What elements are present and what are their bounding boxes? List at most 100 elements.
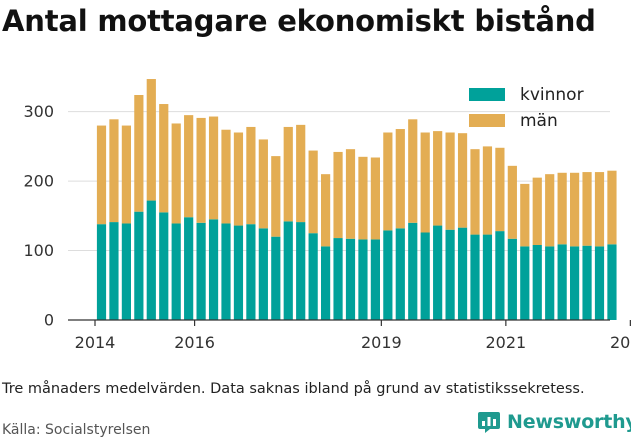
legend-swatch-kvinnor bbox=[469, 88, 505, 101]
bar-kvinnor bbox=[109, 222, 119, 320]
bar-kvinnor bbox=[457, 227, 468, 320]
chart-title: Antal mottagare ekonomiskt bistånd bbox=[2, 4, 596, 38]
bar-kvinnor bbox=[159, 212, 169, 320]
x-tick-label: 2019 bbox=[361, 333, 402, 352]
bar-kvinnor bbox=[607, 244, 617, 320]
bar-man bbox=[370, 157, 380, 240]
bar-kvinnor bbox=[594, 246, 605, 320]
bar-man bbox=[146, 79, 156, 201]
bar-man bbox=[495, 147, 505, 232]
bar-man bbox=[233, 132, 244, 226]
bar-kvinnor bbox=[283, 221, 293, 320]
bar-kvinnor bbox=[532, 245, 542, 320]
bar-kvinnor bbox=[520, 246, 530, 320]
bar-kvinnor bbox=[296, 222, 306, 320]
bar-kvinnor bbox=[582, 245, 592, 320]
bar-kvinnor bbox=[545, 246, 555, 320]
bar-kvinnor bbox=[134, 211, 144, 320]
bar-man bbox=[321, 174, 331, 247]
bar-kvinnor bbox=[321, 246, 331, 320]
bar-man bbox=[296, 124, 306, 223]
bar-kvinnor bbox=[121, 223, 131, 320]
bar-kvinnor bbox=[445, 229, 455, 320]
bar-man bbox=[96, 125, 107, 225]
bar-man bbox=[557, 172, 567, 245]
bar-man bbox=[221, 129, 231, 224]
bar-man bbox=[520, 183, 530, 247]
legend-label-man: män bbox=[520, 111, 558, 131]
legend-swatch-man bbox=[469, 114, 505, 127]
brand-logo: Newsworthy bbox=[477, 410, 631, 434]
bar-man bbox=[308, 150, 318, 234]
bar-kvinnor bbox=[333, 238, 343, 320]
bar-man bbox=[532, 177, 542, 245]
bar-kvinnor bbox=[146, 200, 156, 320]
bar-man bbox=[258, 139, 268, 229]
bar-kvinnor bbox=[208, 219, 219, 320]
bar-man bbox=[109, 119, 119, 223]
legend-label-kvinnor: kvinnor bbox=[520, 85, 584, 105]
bar-kvinnor bbox=[383, 230, 393, 320]
bar-man bbox=[271, 156, 281, 237]
x-tick-label: 2021 bbox=[485, 333, 526, 352]
bar-man bbox=[507, 165, 517, 239]
bar-kvinnor bbox=[570, 246, 580, 320]
bar-man bbox=[196, 117, 206, 223]
bar-kvinnor bbox=[370, 239, 380, 320]
bar-man bbox=[383, 132, 393, 231]
bar-kvinnor bbox=[308, 233, 318, 320]
footnote: Tre månaders medelvärden. Data saknas ib… bbox=[2, 381, 585, 397]
bar-man bbox=[246, 126, 256, 225]
bar-kvinnor bbox=[184, 217, 194, 320]
bar-kvinnor bbox=[557, 244, 567, 320]
x-tick-label: 2023 bbox=[610, 333, 631, 352]
bar-man bbox=[482, 146, 493, 235]
bar-man bbox=[607, 170, 617, 245]
bar-kvinnor bbox=[221, 223, 231, 320]
bars bbox=[96, 79, 617, 320]
bar-kvinnor bbox=[233, 225, 244, 320]
bar-man bbox=[208, 116, 219, 220]
bar-man bbox=[445, 132, 455, 230]
bar-man bbox=[470, 149, 480, 235]
legend: kvinnor män bbox=[469, 85, 584, 131]
bar-man bbox=[121, 125, 131, 224]
bar-man bbox=[184, 115, 194, 218]
bar-kvinnor bbox=[495, 231, 505, 320]
bar-kvinnor bbox=[433, 225, 443, 320]
bar-kvinnor bbox=[258, 228, 268, 320]
source-credit: Källa: Socialstyrelsen bbox=[2, 422, 151, 438]
bar-man bbox=[358, 156, 368, 240]
bar-kvinnor bbox=[358, 239, 368, 320]
bar-man bbox=[345, 149, 356, 239]
x-tick-label: 2014 bbox=[75, 333, 116, 352]
x-tick-label: 2016 bbox=[174, 333, 215, 352]
axes: 0 100 200 300 2014 2016 2019 2021 2023 bbox=[23, 102, 631, 352]
bar-kvinnor bbox=[482, 234, 493, 320]
bar-kvinnor bbox=[408, 222, 418, 320]
stacked-bar-chart: 0 100 200 300 2014 2016 2019 2021 2023 kvinnor mä… bbox=[23, 79, 631, 352]
bar-man bbox=[545, 174, 555, 247]
bar-kvinnor bbox=[171, 223, 181, 320]
bar-man bbox=[570, 172, 580, 247]
bar-man bbox=[283, 126, 293, 222]
bar-man bbox=[333, 151, 343, 239]
bar-kvinnor bbox=[395, 228, 405, 320]
y-tick-label: 100 bbox=[23, 241, 54, 260]
bar-kvinnor bbox=[420, 232, 430, 320]
y-tick-label: 200 bbox=[23, 172, 54, 191]
bar-kvinnor bbox=[246, 224, 256, 320]
bar-man bbox=[433, 131, 443, 226]
bar-man bbox=[582, 172, 592, 246]
bar-kvinnor bbox=[196, 222, 206, 320]
bar-kvinnor bbox=[96, 224, 107, 320]
bar-man bbox=[420, 132, 430, 233]
bar-man bbox=[457, 133, 468, 228]
y-tick-label: 300 bbox=[23, 102, 54, 121]
bar-man bbox=[134, 95, 144, 212]
y-tick-label: 0 bbox=[44, 311, 54, 330]
bar-man bbox=[159, 104, 169, 213]
bar-kvinnor bbox=[470, 234, 480, 320]
bar-kvinnor bbox=[345, 238, 356, 320]
